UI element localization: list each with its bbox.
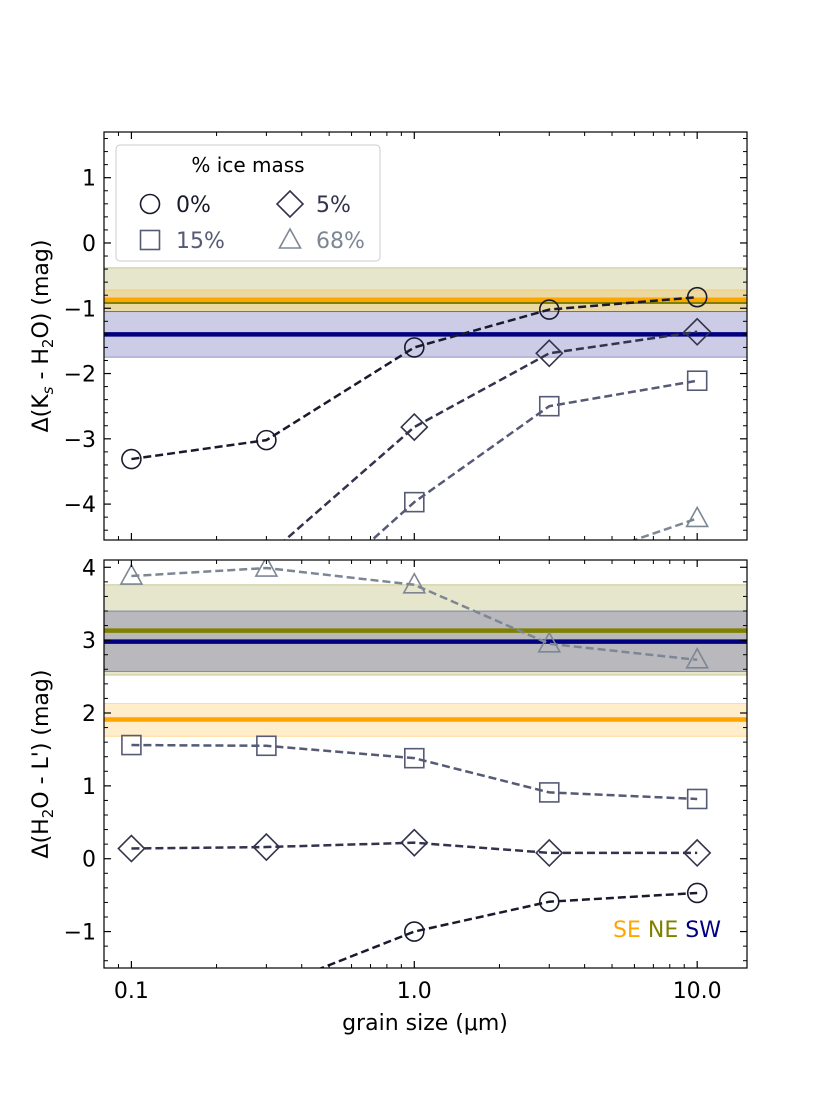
top-marker-0pct-3	[538, 299, 560, 320]
region-label-ne: NE	[648, 918, 678, 943]
bottom-marker-68pct-4	[685, 647, 710, 669]
top-band-ne	[104, 267, 747, 313]
bottom-series-line-68pct	[131, 566, 698, 662]
bottom-marker-68pct-1	[254, 560, 279, 577]
top-y-axis-label: Δ(Ks - H2O) (mag)	[29, 240, 57, 433]
top-series-line-15pct	[370, 379, 698, 540]
bottom-series-line-5pct	[131, 841, 698, 855]
bottom-marker-15pct-2	[404, 747, 425, 769]
top-region-bands	[104, 267, 747, 358]
top-ytick-label: −4	[64, 493, 96, 518]
bottom-marker-0pct-4	[686, 882, 708, 904]
legend-label-5pct: 5%	[316, 193, 351, 218]
top-ytick-label: −2	[64, 363, 96, 388]
top-series-line-0pct	[131, 295, 698, 461]
top-ytick-label: 1	[82, 167, 96, 192]
bottom-region-bands	[104, 584, 747, 737]
top-ytick-label: 0	[82, 232, 96, 257]
top-ticks: 1 0 −1 −2 −3 −4	[64, 132, 747, 540]
bottom-marker-15pct-0	[121, 734, 142, 756]
bottom-marker-15pct-1	[256, 735, 277, 757]
region-label-sw: SW	[685, 918, 721, 943]
legend-marker-15pct	[139, 229, 161, 251]
bottom-ticks: 4 3 2 1 0 −1 0.1 1.0 10.0	[64, 556, 747, 1004]
legend-marker-68pct	[278, 227, 302, 249]
legend-label-0pct: 0%	[176, 193, 211, 218]
bottom-series-line-15pct	[131, 743, 698, 801]
top-marker-5pct-2	[400, 412, 429, 442]
top-series-group	[121, 286, 712, 540]
bottom-marker-0pct-3	[538, 891, 560, 913]
bottom-marker-68pct-3	[537, 631, 562, 653]
xtick-label: 1.0	[397, 979, 432, 1004]
top-marker-15pct-2	[404, 491, 425, 513]
legend-label-68pct: 68%	[316, 229, 365, 254]
top-panel: 1 0 −1 −2 −3 −4 Δ(Ks - H2O) (mag) % ice mass …	[29, 131, 748, 541]
top-marker-0pct-2	[404, 337, 425, 358]
top-marker-15pct-3	[538, 395, 560, 417]
top-marker-15pct-4	[686, 370, 708, 392]
top-axes-frame	[103, 131, 748, 541]
bottom-panel: 4 3 2 1 0 −1 0.1 1.0 10.0 Δ(H2O - L') (mag) grai…	[29, 556, 748, 1036]
bottom-series-line-0pct	[318, 891, 698, 968]
legend-label-15pct: 15%	[176, 229, 225, 254]
bottom-marker-5pct-2	[400, 828, 429, 857]
bottom-ytick-label: 4	[82, 556, 96, 581]
top-series-line-68pct	[630, 517, 698, 540]
top-marker-5pct-4	[683, 317, 712, 346]
bottom-marker-5pct-4	[683, 838, 712, 868]
region-labels: SE NE SW	[613, 918, 721, 943]
xtick-label: 10.0	[673, 979, 722, 1004]
top-marker-0pct-4	[686, 286, 708, 308]
bottom-marker-0pct-2	[404, 921, 425, 942]
bottom-marker-5pct-3	[535, 838, 564, 868]
top-marker-5pct-3	[535, 339, 564, 368]
xtick-label: 0.1	[114, 979, 149, 1004]
bottom-ytick-label: 1	[82, 775, 96, 800]
legend-marker-0pct	[139, 193, 161, 215]
legend: % ice mass 0% 5% 15% 68%	[115, 144, 381, 262]
bottom-marker-68pct-2	[402, 572, 427, 594]
bottom-marker-68pct-0	[119, 563, 144, 585]
top-series-line-5pct	[283, 330, 698, 540]
bottom-marker-5pct-1	[252, 832, 281, 862]
legend-marker-5pct	[275, 189, 305, 219]
legend-box	[115, 144, 381, 262]
bottom-marker-5pct-0	[117, 834, 146, 863]
region-label-se: SE	[613, 918, 641, 943]
x-axis-label: grain size (μm)	[342, 1011, 508, 1036]
top-ytick-label: −3	[64, 428, 96, 453]
bottom-ytick-label: 2	[82, 702, 96, 727]
top-marker-68pct-4	[685, 505, 710, 528]
bottom-ytick-label: −1	[64, 921, 96, 946]
bottom-ytick-label: 3	[82, 629, 96, 654]
bottom-ytick-label: 0	[82, 848, 96, 873]
top-marker-0pct-1	[256, 429, 277, 451]
bottom-marker-15pct-3	[538, 782, 560, 803]
bottom-y-axis-label: Δ(H2O - L') (mag)	[29, 670, 57, 859]
legend-title: % ice mass	[191, 153, 304, 177]
bottom-marker-15pct-4	[686, 788, 708, 810]
top-ytick-label: −1	[64, 297, 96, 322]
bottom-axes-frame	[103, 559, 748, 969]
top-marker-0pct-0	[121, 448, 142, 470]
bottom-series-group	[117, 560, 712, 968]
